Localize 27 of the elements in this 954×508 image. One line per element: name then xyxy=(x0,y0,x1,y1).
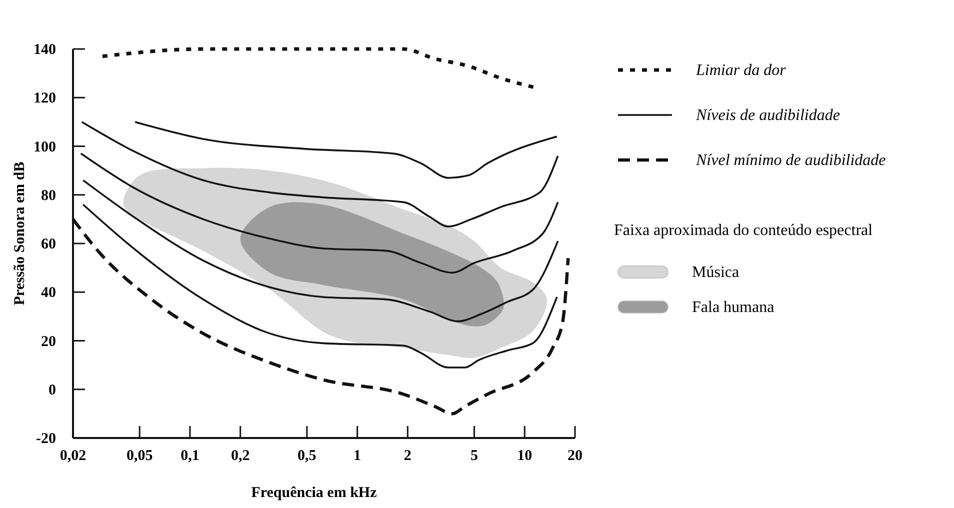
y-tick-label: 80 xyxy=(41,188,56,204)
y-tick-label: 100 xyxy=(34,139,56,156)
x-tick-label: 0,1 xyxy=(180,448,200,464)
y-tick-label: 20 xyxy=(41,334,56,350)
x-tick-label: 1 xyxy=(354,448,362,464)
legend-label: Música xyxy=(692,264,740,281)
y-tick-label: 60 xyxy=(41,236,56,252)
x-tick-label: 5 xyxy=(470,448,478,464)
y-axis-title: Pressão Sonora em dB xyxy=(12,162,28,306)
x-tick-label: 0,2 xyxy=(230,448,250,464)
y-tick-label: 140 xyxy=(34,42,56,58)
legend-label: Fala humana xyxy=(692,299,774,316)
x-tick-label: 0,02 xyxy=(60,448,86,464)
y-tick-label: 0 xyxy=(48,382,56,398)
x-tick-label: 2 xyxy=(404,448,412,464)
legend-label: Limiar da dor xyxy=(695,62,787,79)
x-tick-label: 10 xyxy=(517,448,532,464)
x-axis-title: Frequência em kHz xyxy=(251,485,378,501)
y-tick-label: 40 xyxy=(41,285,56,302)
x-tick-label: 20 xyxy=(568,448,582,464)
y-tick-label: 120 xyxy=(34,90,56,107)
x-tick-label: 0,5 xyxy=(298,448,316,464)
legend-title: Faixa aproximada do conteúdo espectral xyxy=(614,222,874,239)
legend-label: Níveis de audibilidade xyxy=(695,107,840,124)
y-tick-label: -20 xyxy=(36,431,56,447)
legend-label: Nível mínimo de audibilidade xyxy=(695,152,886,169)
x-tick-label: 0,05 xyxy=(126,448,153,464)
